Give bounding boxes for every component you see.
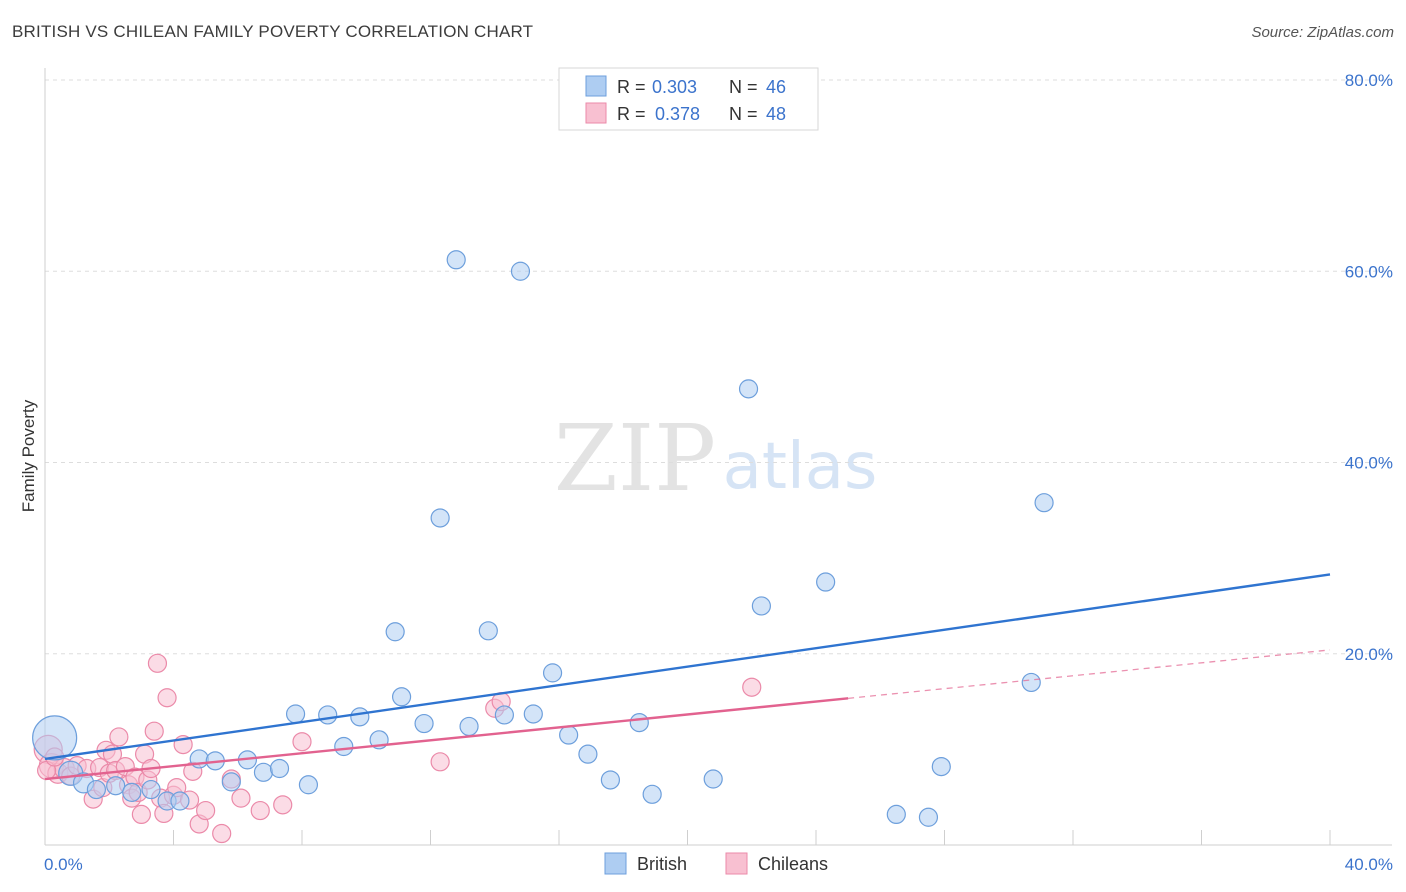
british-point-0	[32, 715, 78, 761]
british-point-11	[221, 772, 241, 792]
stats-legend: R = 0.303 N = 46 R = 0.378 N = 48	[558, 67, 819, 131]
british-point-30	[523, 704, 543, 724]
british-point-40	[816, 572, 836, 592]
grid-lines	[45, 79, 1392, 655]
chart-title: BRITISH VS CHILEAN FAMILY POVERTY CORREL…	[12, 22, 534, 41]
x-tick-label-max: 40.0%	[1345, 855, 1393, 874]
trend-line-chileans	[44, 697, 849, 781]
bottom-legend: British Chileans	[604, 852, 828, 875]
british-point-19	[350, 707, 370, 727]
chileans-point-45	[742, 677, 762, 697]
series-chileans-points	[33, 653, 762, 844]
british-point-41	[886, 804, 906, 825]
stats-swatch-chileans	[585, 102, 607, 124]
y-tick-label-20: 20.0%	[1345, 645, 1393, 664]
british-point-23	[414, 713, 434, 734]
y-tick-label-80: 80.0%	[1345, 71, 1393, 90]
chileans-point-14	[109, 727, 129, 747]
chileans-point-41	[292, 732, 312, 752]
x-axis-ticks	[44, 830, 1331, 845]
british-point-35	[629, 712, 649, 733]
chileans-point-28	[157, 688, 177, 708]
british-point-22	[391, 687, 412, 707]
stats-r-label-chileans: R =	[617, 104, 646, 124]
legend-label-chileans[interactable]: Chileans	[758, 854, 828, 874]
british-point-18	[334, 736, 354, 757]
legend-swatch-chileans[interactable]	[725, 852, 748, 875]
stats-r-value-british: 0.303	[652, 77, 697, 97]
chileans-point-36	[212, 823, 232, 844]
chileans-point-38	[231, 788, 251, 808]
chileans-point-42	[430, 752, 450, 772]
british-point-37	[703, 769, 723, 789]
british-point-15	[285, 704, 306, 724]
y-axis-label: Family Poverty	[19, 399, 38, 512]
chileans-point-24	[144, 721, 164, 741]
stats-r-value-chileans: 0.378	[655, 104, 700, 124]
british-point-24	[430, 508, 450, 528]
british-point-43	[931, 756, 951, 777]
british-point-44	[1021, 672, 1041, 693]
british-point-14	[269, 758, 290, 779]
british-point-36	[642, 784, 662, 804]
british-point-5	[122, 782, 142, 803]
british-point-13	[253, 762, 274, 782]
chileans-point-20	[131, 804, 151, 825]
trend-line-british	[44, 573, 1331, 761]
y-axis-tick-labels: 20.0% 40.0% 60.0% 80.0%	[1345, 71, 1393, 664]
british-point-27	[478, 621, 498, 641]
stats-n-value-british: 46	[766, 77, 786, 97]
british-point-29	[510, 261, 531, 281]
british-point-26	[459, 716, 479, 737]
stats-n-label-chileans: N =	[729, 104, 758, 124]
y-tick-label-40: 40.0%	[1345, 454, 1393, 473]
stats-r-label-british: R =	[617, 77, 646, 97]
y-tick-label-60: 60.0%	[1345, 262, 1393, 281]
british-point-17	[318, 705, 338, 725]
trend-lines	[44, 573, 1331, 781]
british-point-45	[1034, 493, 1054, 513]
stats-swatch-british	[585, 75, 607, 97]
british-point-32	[559, 725, 579, 745]
x-tick-label-min: 0.0%	[44, 855, 83, 874]
british-point-28	[494, 705, 514, 725]
british-point-38	[738, 379, 759, 399]
british-point-4	[106, 776, 126, 796]
british-point-8	[170, 791, 190, 811]
source-credit: Source: ZipAtlas.com	[1251, 24, 1394, 41]
chileans-point-35	[196, 800, 216, 821]
british-point-6	[141, 779, 161, 800]
british-point-33	[578, 744, 598, 764]
british-point-21	[385, 622, 405, 642]
chileans-point-39	[250, 800, 270, 821]
british-point-16	[298, 775, 319, 795]
watermark-atlas: atlas	[723, 430, 878, 504]
chileans-point-25	[147, 653, 168, 673]
legend-label-british[interactable]: British	[637, 854, 687, 874]
stats-n-label-british: N =	[729, 77, 758, 97]
british-point-34	[600, 770, 621, 790]
british-point-25	[446, 250, 466, 270]
chileans-point-40	[273, 795, 293, 815]
british-point-31	[542, 663, 563, 683]
british-point-39	[751, 596, 771, 616]
british-point-3	[86, 779, 107, 800]
british-point-42	[918, 807, 939, 827]
trend-line-chileans-extrapolated	[848, 649, 1331, 699]
stats-n-value-chileans: 48	[766, 104, 786, 124]
legend-swatch-british[interactable]	[604, 852, 627, 875]
watermark-zip: ZIP	[554, 405, 716, 512]
